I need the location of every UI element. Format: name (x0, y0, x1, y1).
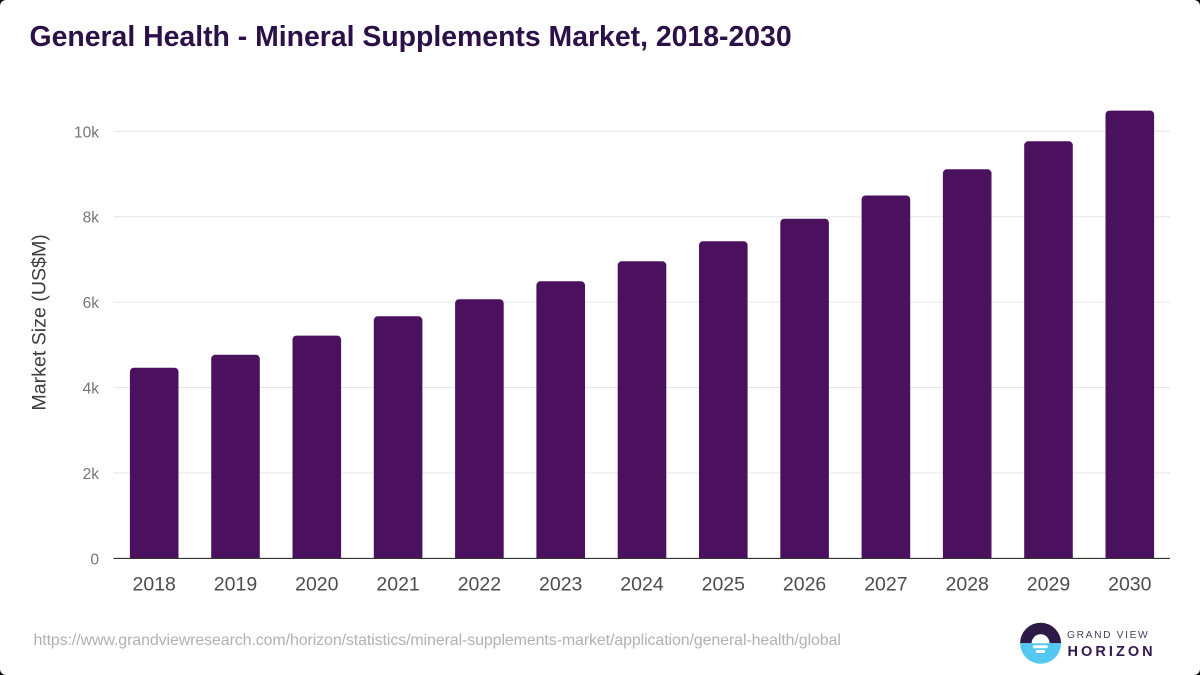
svg-text:2029: 2029 (1027, 574, 1070, 596)
svg-text:2026: 2026 (783, 574, 826, 596)
svg-text:HORIZON: HORIZON (1068, 644, 1156, 660)
svg-text:2019: 2019 (214, 574, 257, 596)
svg-text:2030: 2030 (1108, 574, 1152, 596)
svg-text:8k: 8k (83, 210, 100, 227)
svg-text:2025: 2025 (702, 574, 746, 596)
svg-text:2k: 2k (83, 466, 100, 483)
svg-text:4k: 4k (83, 381, 100, 398)
svg-text:2021: 2021 (376, 574, 419, 596)
svg-text:2018: 2018 (133, 574, 176, 596)
svg-text:Market Size (US$M): Market Size (US$M) (29, 234, 51, 410)
svg-text:2024: 2024 (620, 574, 664, 596)
svg-text:2022: 2022 (458, 574, 501, 596)
svg-text:2028: 2028 (946, 574, 989, 596)
svg-text:2027: 2027 (864, 574, 907, 596)
svg-text:2020: 2020 (295, 574, 339, 596)
svg-text:GRAND VIEW: GRAND VIEW (1067, 630, 1149, 641)
svg-text:2023: 2023 (539, 574, 582, 596)
svg-text:10k: 10k (74, 124, 99, 141)
svg-text:0: 0 (90, 551, 99, 568)
svg-text:6k: 6k (83, 295, 100, 312)
